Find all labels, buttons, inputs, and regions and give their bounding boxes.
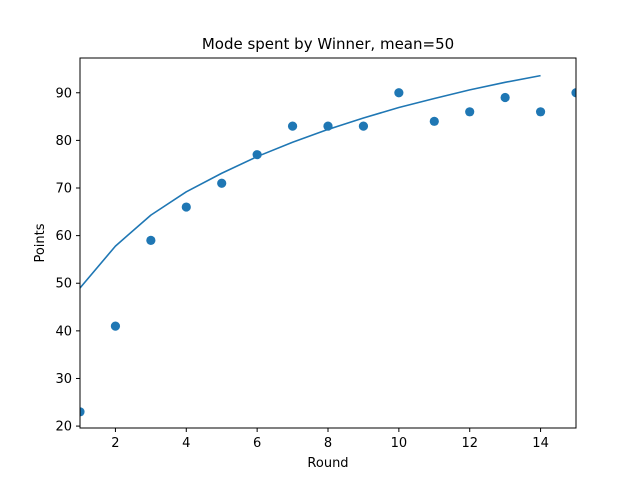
data-point [535,107,546,117]
x-tick-label: 4 [182,436,190,451]
data-point [358,121,369,131]
data-point [323,121,333,131]
x-tick-label: 2 [111,436,119,451]
data-point [500,92,510,103]
y-tick-label: 50 [55,277,72,292]
x-tick-label: 6 [253,436,261,451]
y-tick-label: 30 [55,372,72,387]
data-point [110,321,121,331]
y-tick-label: 20 [55,420,72,435]
data-point [146,235,156,245]
x-tick-label: 14 [532,436,549,451]
x-axis-label: Round [307,456,348,471]
x-tick-label: 12 [461,436,478,451]
x-tick-label: 10 [391,436,408,451]
data-point [80,407,85,417]
data-point [429,116,439,126]
data-point [252,150,262,160]
data-point [394,88,404,98]
data-point [571,88,576,98]
y-tick-label: 70 [55,182,72,197]
y-axis: 20 30 40 50 60 70 80 90 [55,86,80,435]
fit-line [80,74,541,289]
y-tick-label: 40 [55,324,72,339]
x-axis: 2 4 6 8 10 12 14 [111,428,549,451]
data-point [465,107,475,117]
data-point [181,202,191,212]
plot-area [80,74,576,417]
y-tick-label: 60 [55,229,72,244]
y-axis-label: Points [33,223,48,262]
data-point [287,121,298,131]
x-tick-label: 8 [324,436,332,451]
y-tick-label: 80 [55,134,72,149]
data-point [217,178,227,188]
y-tick-label: 90 [55,86,72,101]
chart-title: Mode spent by Winner, mean=50 [202,35,454,53]
